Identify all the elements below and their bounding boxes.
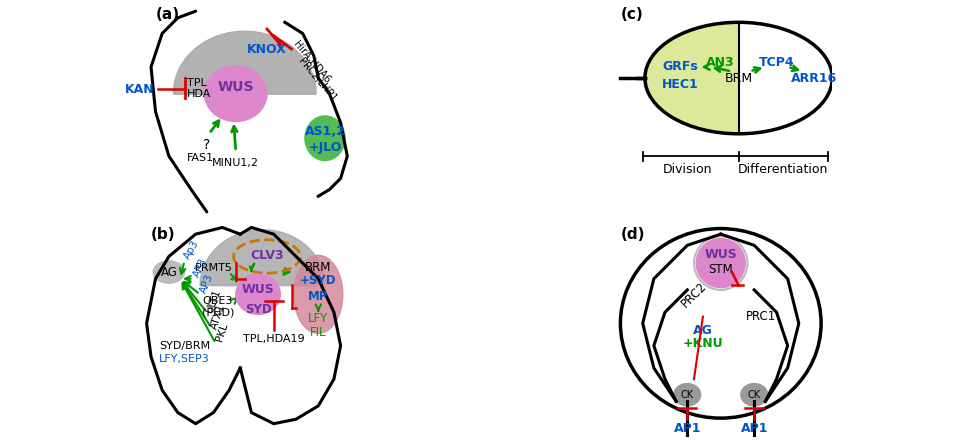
- Text: +KNU: +KNU: [682, 337, 724, 350]
- Polygon shape: [645, 22, 739, 134]
- Ellipse shape: [205, 66, 267, 121]
- Text: FAS1: FAS1: [186, 153, 213, 163]
- Text: Ap3: Ap3: [182, 239, 201, 261]
- Text: +JLO: +JLO: [308, 140, 342, 154]
- Polygon shape: [173, 31, 316, 94]
- Text: AP1: AP1: [740, 421, 768, 435]
- Text: AP3: AP3: [191, 256, 209, 279]
- Text: (d): (d): [621, 227, 645, 243]
- Text: CK: CK: [680, 390, 694, 400]
- Text: WUS: WUS: [217, 80, 254, 94]
- Text: ATX1: ATX1: [209, 302, 227, 331]
- Text: ?: ?: [203, 138, 210, 152]
- Text: BRM: BRM: [725, 71, 752, 85]
- Text: GRFs: GRFs: [663, 60, 699, 74]
- Text: WUS: WUS: [704, 248, 737, 261]
- Text: FIL: FIL: [310, 326, 327, 339]
- Text: (a): (a): [156, 7, 180, 22]
- Ellipse shape: [305, 116, 345, 161]
- Ellipse shape: [154, 261, 185, 283]
- Text: (PHD): (PHD): [202, 307, 234, 317]
- Text: OBE3: OBE3: [203, 296, 234, 306]
- Text: TCP4: TCP4: [758, 56, 795, 69]
- Text: Division: Division: [662, 163, 712, 176]
- Text: +SYD: +SYD: [300, 274, 336, 288]
- Text: HDA: HDA: [186, 89, 211, 99]
- Text: BRM: BRM: [305, 261, 332, 274]
- Text: PRC1: PRC1: [746, 310, 776, 323]
- Text: AP1: AP1: [674, 421, 702, 435]
- Text: (c): (c): [621, 7, 643, 22]
- Text: SYD: SYD: [245, 303, 271, 317]
- Text: CK: CK: [748, 390, 761, 400]
- Text: CLV3: CLV3: [250, 249, 283, 262]
- Text: SYD/BRM: SYD/BRM: [159, 341, 210, 351]
- Text: AP3: AP3: [198, 272, 215, 294]
- Text: MP: MP: [308, 290, 329, 303]
- Text: AS1,2: AS1,2: [305, 125, 345, 138]
- Text: WUS: WUS: [242, 283, 275, 297]
- Polygon shape: [739, 22, 832, 134]
- Ellipse shape: [674, 384, 701, 406]
- Text: PRC2: PRC2: [678, 279, 709, 310]
- Text: TPL: TPL: [186, 78, 207, 87]
- Text: (b): (b): [151, 227, 176, 243]
- Text: TPL,HDA19: TPL,HDA19: [243, 334, 305, 344]
- Text: KAN: KAN: [125, 83, 155, 96]
- Ellipse shape: [741, 384, 768, 406]
- Polygon shape: [200, 230, 325, 285]
- Text: AG: AG: [160, 265, 178, 279]
- Text: ARR16: ARR16: [791, 71, 838, 85]
- Ellipse shape: [294, 255, 343, 334]
- Text: ULT1: ULT1: [205, 288, 222, 314]
- Text: HirA,HDA6: HirA,HDA6: [291, 40, 333, 85]
- Text: HEC1: HEC1: [662, 78, 699, 91]
- Text: STM: STM: [708, 263, 733, 277]
- Text: Differentiation: Differentiation: [738, 163, 828, 176]
- Text: MINU1,2: MINU1,2: [212, 158, 259, 168]
- Text: PRC2,LHP1: PRC2,LHP1: [296, 57, 338, 104]
- Text: PRMT5: PRMT5: [194, 263, 233, 273]
- Text: AG: AG: [693, 323, 713, 337]
- Text: AN3: AN3: [706, 56, 735, 69]
- Text: PKL: PKL: [214, 322, 230, 343]
- Text: LFY,SEP3: LFY,SEP3: [160, 354, 209, 364]
- Text: LFY: LFY: [308, 312, 329, 326]
- Text: KNOX: KNOX: [247, 42, 287, 56]
- Ellipse shape: [235, 274, 281, 314]
- Ellipse shape: [696, 239, 746, 288]
